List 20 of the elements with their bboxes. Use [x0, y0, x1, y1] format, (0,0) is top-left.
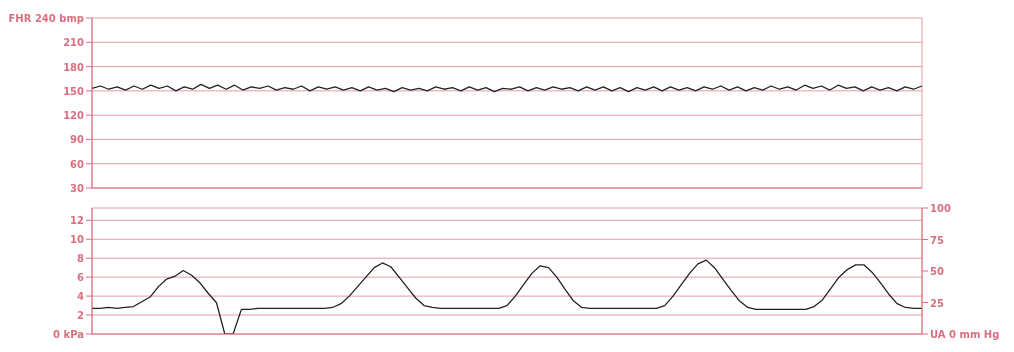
y-tick-label: 4 [77, 291, 85, 303]
y-tick-label: 10 [70, 234, 85, 246]
y2-tick-label: 75 [930, 234, 944, 246]
y2-tick-label: 25 [930, 297, 944, 309]
y-tick-label: FHR 240 bmp [8, 13, 84, 24]
y-tick-label: 30 [70, 183, 85, 194]
y-tick-label: 150 [63, 85, 85, 97]
y-tick-label: 0 kPa [53, 329, 84, 340]
y-tick-label: 180 [63, 61, 85, 73]
y2-tick-label: 100 [930, 203, 951, 214]
y2-tick-label: 50 [930, 266, 944, 277]
y-tick-label: 8 [77, 253, 85, 265]
y2-tick-label: UA 0 mm Hg [930, 329, 1000, 340]
y-tick-label: 12 [70, 215, 85, 227]
y-tick-label: 210 [63, 37, 85, 49]
y-tick-label: 6 [77, 272, 85, 284]
y-tick-label: 2 [77, 310, 85, 322]
y-tick-label: 120 [63, 110, 85, 122]
y-tick-label: 60 [70, 158, 85, 170]
y-tick-label: 90 [70, 134, 85, 146]
